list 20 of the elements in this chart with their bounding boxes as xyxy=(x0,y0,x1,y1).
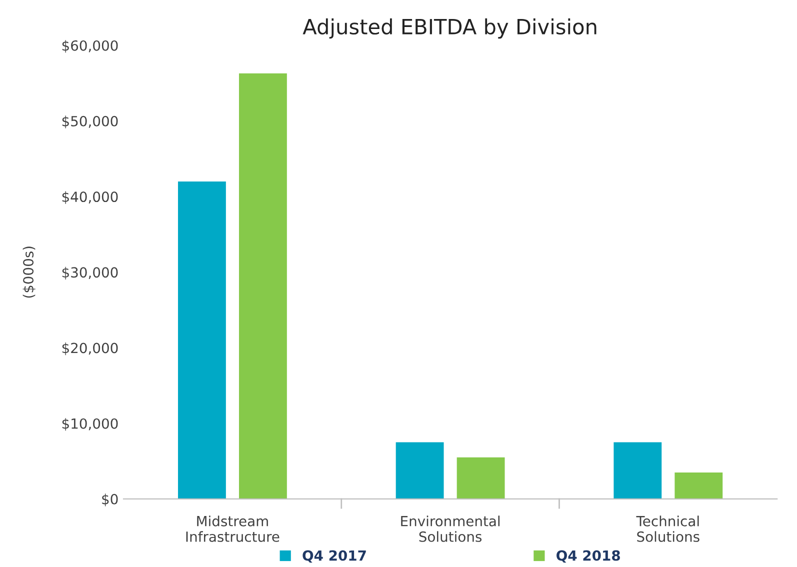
x-tick-label: Midstream Infrastructure xyxy=(186,516,280,542)
x-tick-label: Technical Solutions xyxy=(636,516,700,542)
y-tick-label: $0 xyxy=(102,494,118,506)
y-tick-label: $60,000 xyxy=(62,40,118,53)
x-tick-label: Environmental Solutions xyxy=(401,516,500,542)
bar xyxy=(674,472,723,499)
y-tick-label: $10,000 xyxy=(62,418,118,431)
chart-title: Adjusted EBITDA by Division xyxy=(302,18,596,39)
bar xyxy=(238,73,287,499)
legend-label: Q4 2018 xyxy=(556,550,620,563)
y-tick-label: $30,000 xyxy=(62,266,118,280)
y-tick-label: $50,000 xyxy=(62,116,118,128)
bar xyxy=(396,442,444,499)
y-tick-label: $40,000 xyxy=(62,191,118,204)
bar xyxy=(456,457,505,499)
legend-label: Q4 2017 xyxy=(302,550,366,563)
bar xyxy=(614,442,662,499)
bar xyxy=(178,181,226,499)
y-axis-title: ($000s) xyxy=(22,246,36,298)
y-tick-label: $20,000 xyxy=(62,342,118,356)
